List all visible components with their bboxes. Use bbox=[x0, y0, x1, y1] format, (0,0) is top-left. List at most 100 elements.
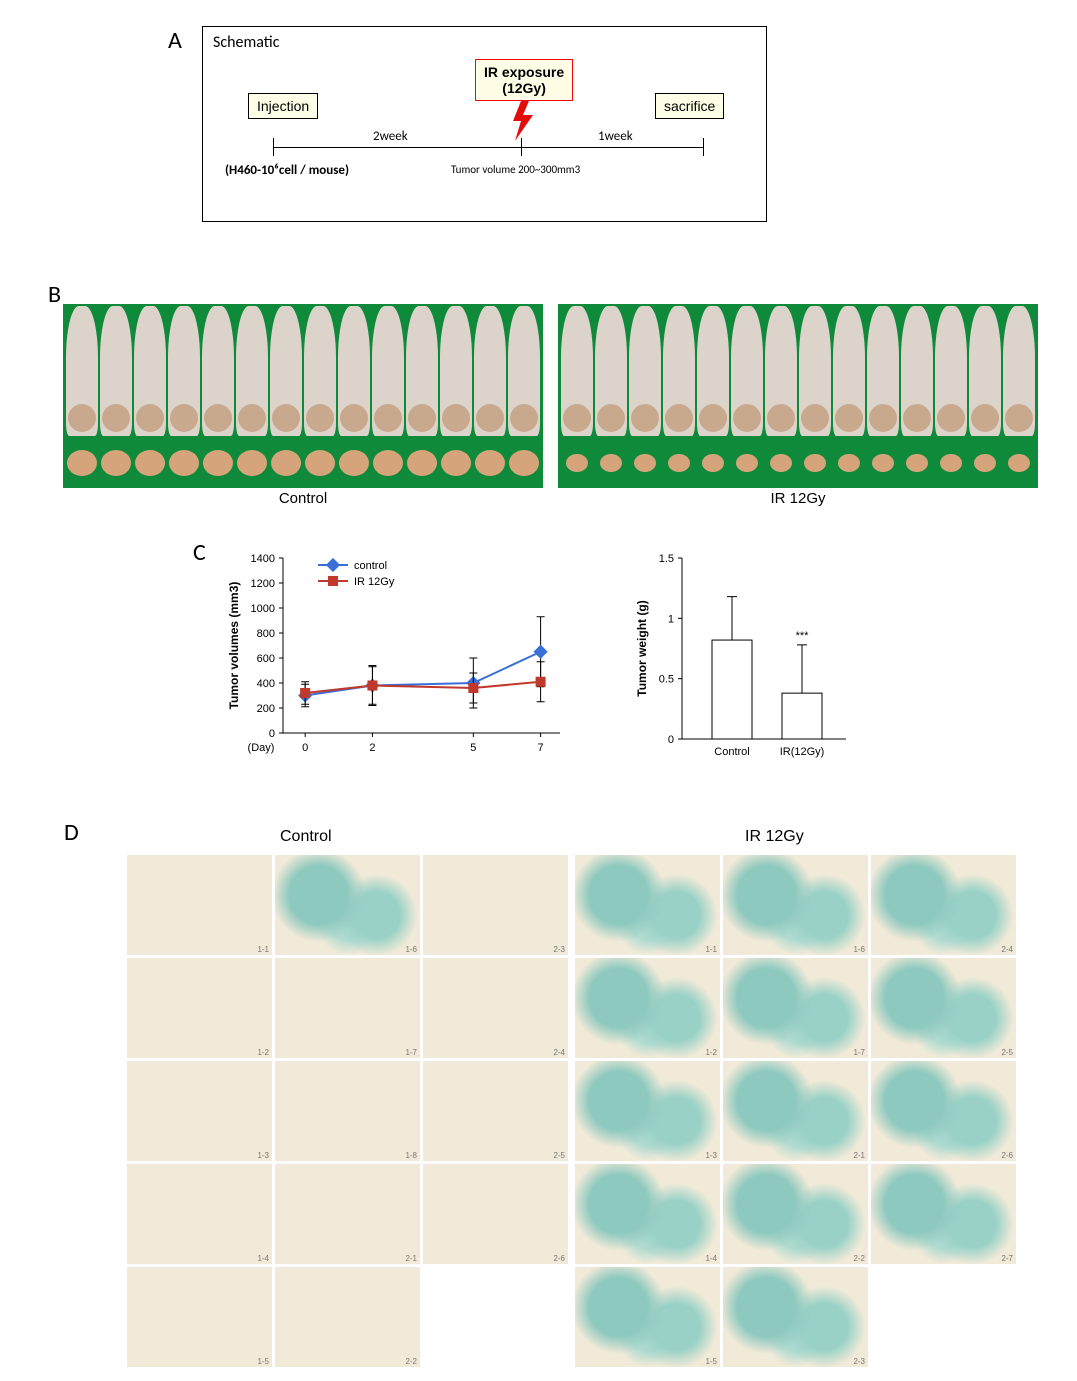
panel-B-label: B bbox=[48, 280, 61, 309]
tumor-photo bbox=[634, 454, 656, 472]
tumor-photo bbox=[974, 454, 996, 472]
tumor-photo bbox=[135, 450, 165, 476]
mouse-photo bbox=[304, 306, 336, 436]
svg-text:400: 400 bbox=[257, 678, 275, 690]
tumor-photo bbox=[872, 454, 894, 472]
tumor-photo bbox=[169, 450, 199, 476]
tumor-row-ir bbox=[558, 438, 1038, 488]
histology-image: 2-2 bbox=[723, 1164, 868, 1264]
histology-image: 2-6 bbox=[871, 1061, 1016, 1161]
mouse-photo bbox=[66, 306, 98, 436]
histology-image: 2-1 bbox=[723, 1061, 868, 1161]
tumor-photo bbox=[906, 454, 928, 472]
tumor-row-control bbox=[63, 438, 543, 488]
lightning-icon bbox=[511, 101, 537, 141]
histology-image: 2-3 bbox=[723, 1267, 868, 1367]
mouse-photo bbox=[270, 306, 302, 436]
histology-image: 1-4 bbox=[127, 1164, 272, 1264]
svg-text:Tumor volumes (mm3): Tumor volumes (mm3) bbox=[227, 582, 241, 710]
mouse-photo bbox=[595, 306, 627, 436]
mouse-photo bbox=[372, 306, 404, 436]
sacrifice-tag: sacrifice bbox=[655, 93, 724, 119]
mouse-photo bbox=[663, 306, 695, 436]
tumor-photo bbox=[441, 450, 471, 476]
svg-text:1400: 1400 bbox=[251, 553, 275, 565]
mouse-photo bbox=[561, 306, 593, 436]
mouse-photo bbox=[406, 306, 438, 436]
histology-image: 1-5 bbox=[575, 1267, 720, 1367]
histology-image: 1-6 bbox=[723, 855, 868, 955]
svg-text:200: 200 bbox=[257, 703, 275, 715]
histology-grid-ir: 1-11-62-41-21-72-51-32-12-61-42-22-71-52… bbox=[575, 855, 1016, 1367]
svg-text:800: 800 bbox=[257, 628, 275, 640]
histology-image: 2-4 bbox=[871, 855, 1016, 955]
svg-text:(Day): (Day) bbox=[248, 742, 275, 754]
mouse-photo bbox=[901, 306, 933, 436]
svg-text:IR 12Gy: IR 12Gy bbox=[354, 576, 395, 588]
tumor-photo bbox=[101, 450, 131, 476]
mouse-photo bbox=[236, 306, 268, 436]
interval-left: 2week bbox=[373, 129, 408, 144]
histology-grid-control: 1-11-62-31-21-72-41-31-82-51-42-12-61-52… bbox=[127, 855, 568, 1367]
injection-tag: Injection bbox=[248, 93, 318, 119]
mouse-photo bbox=[969, 306, 1001, 436]
histology-image: 1-3 bbox=[127, 1061, 272, 1161]
panel-C-label: C bbox=[193, 538, 206, 567]
tumor-photo bbox=[237, 450, 267, 476]
mouse-photo bbox=[935, 306, 967, 436]
histology-image: 2-5 bbox=[423, 1061, 568, 1161]
histology-image: 2-2 bbox=[275, 1267, 420, 1367]
mouse-photo bbox=[134, 306, 166, 436]
schematic-title: Schematic bbox=[213, 33, 279, 52]
svg-text:Control: Control bbox=[714, 746, 749, 758]
mice-row-ir bbox=[558, 304, 1038, 438]
panel-D-label: D bbox=[64, 818, 79, 847]
mouse-photo bbox=[100, 306, 132, 436]
tumor-photo bbox=[770, 454, 792, 472]
svg-text:0: 0 bbox=[302, 742, 308, 754]
tumor-photo bbox=[566, 454, 588, 472]
svg-text:1: 1 bbox=[668, 613, 674, 625]
tumor-photo bbox=[67, 450, 97, 476]
schematic-box: Schematic Injection IR exposure (12Gy) s… bbox=[202, 26, 767, 222]
mice-row-control bbox=[63, 304, 543, 438]
histology-image: 1-5 bbox=[127, 1267, 272, 1367]
histology-image: 1-1 bbox=[575, 855, 720, 955]
tumor-photo bbox=[475, 450, 505, 476]
line-chart: 02004006008001000120014000257Tumor volum… bbox=[225, 548, 570, 778]
mouse-photo bbox=[833, 306, 865, 436]
svg-text:1000: 1000 bbox=[251, 603, 275, 615]
mouse-photo bbox=[697, 306, 729, 436]
panel-A-label: A bbox=[168, 26, 182, 55]
mouse-photo bbox=[629, 306, 661, 436]
timeline-line bbox=[273, 147, 703, 148]
mouse-photo bbox=[508, 306, 540, 436]
tumor-photo bbox=[339, 450, 369, 476]
svg-text:0.5: 0.5 bbox=[659, 674, 674, 686]
tumor-photo bbox=[509, 450, 539, 476]
panelB-left: Control bbox=[63, 304, 543, 507]
svg-text:2: 2 bbox=[369, 742, 375, 754]
tumor-photo bbox=[271, 450, 301, 476]
mouse-photo bbox=[765, 306, 797, 436]
svg-text:5: 5 bbox=[470, 742, 476, 754]
panelB-left-label: Control bbox=[63, 490, 543, 507]
interval-right: 1week bbox=[598, 129, 633, 144]
svg-text:600: 600 bbox=[257, 653, 275, 665]
svg-text:0: 0 bbox=[668, 734, 674, 746]
svg-text:control: control bbox=[354, 560, 387, 572]
histology-image: 1-3 bbox=[575, 1061, 720, 1161]
ir-exposure-tag: IR exposure (12Gy) bbox=[475, 59, 573, 101]
bar-chart: 00.511.5Tumor weight (g)ControlIR(12Gy)*… bbox=[634, 548, 854, 778]
histology-image: 2-7 bbox=[871, 1164, 1016, 1264]
histology-image: 1-4 bbox=[575, 1164, 720, 1264]
panelB-right: IR 12Gy bbox=[558, 304, 1038, 507]
svg-text:0: 0 bbox=[269, 728, 275, 740]
mouse-photo bbox=[202, 306, 234, 436]
cell-line-label: (H460-10⁶cell / mouse) bbox=[225, 163, 349, 178]
tumor-vol-label: Tumor volume 200~300mm3 bbox=[451, 163, 580, 176]
panelD-right-title: IR 12Gy bbox=[745, 828, 804, 846]
tumor-photo bbox=[804, 454, 826, 472]
mouse-photo bbox=[731, 306, 763, 436]
tumor-photo bbox=[407, 450, 437, 476]
